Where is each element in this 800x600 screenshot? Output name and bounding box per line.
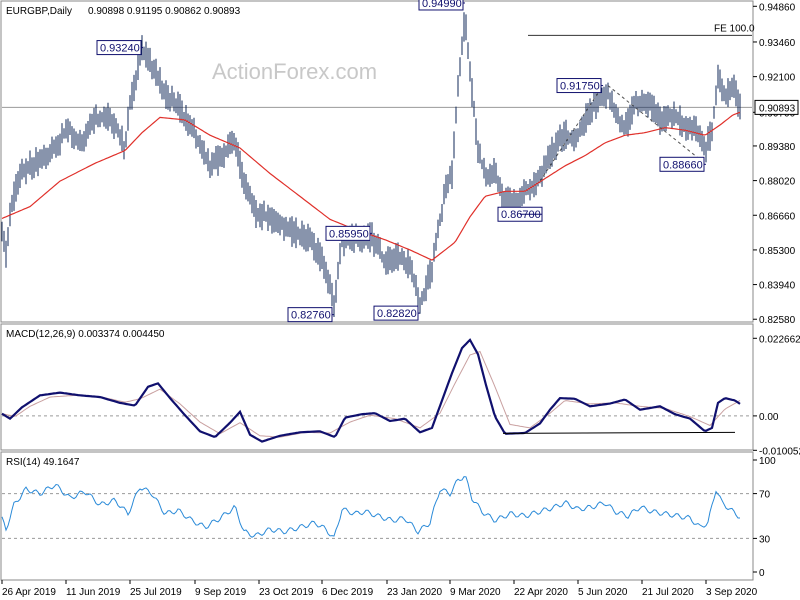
price-callout-label: 0.94990 [422, 0, 462, 10]
price-y-tick-label: 0.85300 [759, 246, 796, 257]
x-tick-label: 21 Jul 2020 [642, 587, 694, 598]
macd-line [1, 338, 741, 443]
price-callout-label: 0.82760 [291, 310, 331, 322]
rsi-y-tick-label: 70 [759, 490, 771, 501]
price-ohlc-values: 0.90898 0.91195 0.90862 0.90893 [88, 6, 241, 17]
price-pane-frame [0, 0, 754, 323]
rsi-line [1, 476, 740, 538]
price-annotations: 0.90893 0.93240 0.94990 0.91750 0.85950 0.867… [96, 0, 799, 323]
macd-plot [1, 338, 752, 443]
price-chart-title: EURGBP,Daily [6, 6, 72, 17]
price-callout-label: 0.91750 [560, 81, 600, 93]
macd-signal-line [1, 350, 741, 438]
price-title: EURGBP,Daily 0.90898 0.91195 0.90862 0.9… [6, 6, 241, 17]
x-axis: 26 Apr 2019 11 Jun 2019 25 Jul 2019 9 Sep 2… [1, 580, 758, 598]
x-tick-label: 26 Apr 2019 [2, 587, 56, 598]
x-tick-label: 6 Dec 2019 [322, 587, 374, 598]
macd-pane-frame [0, 323, 754, 451]
last-price-box [754, 99, 799, 115]
rsi-y-tick-label: 100 [759, 456, 776, 467]
price-callout-label: 0.85950 [329, 228, 369, 240]
last-price-label: 0.90893 [759, 103, 796, 114]
fe-100-label: FE 100.0 [714, 23, 755, 34]
macd-y-tick-label: -0.010052 [759, 446, 800, 457]
x-tick-label: 11 Jun 2019 [66, 587, 121, 598]
x-tick-label: 3 Sep 2020 [706, 587, 758, 598]
price-y-tick-label: 0.86660 [759, 211, 796, 222]
x-tick-label: 23 Oct 2019 [259, 587, 314, 598]
rsi-pane-frame [0, 451, 754, 581]
price-callout-label: 0.93240 [100, 43, 140, 55]
trend-line [539, 85, 604, 182]
x-tick-label: 9 Mar 2020 [450, 587, 501, 598]
price-y-axis: 0.948600.934600.921000.907000.893800.880… [753, 2, 796, 326]
price-callout-label: 0.86700 [501, 209, 541, 221]
macd-y-tick-label: 0.022662 [759, 334, 800, 345]
price-y-tick-label: 0.88020 [759, 177, 796, 188]
macd-title: MACD(12,26,9) 0.003374 0.004450 [6, 329, 165, 340]
macd-y-axis: 0.022662 0.00 -0.010052 [753, 334, 800, 457]
rsi-title: RSI(14) 49.1647 [6, 457, 80, 468]
watermark: ActionForex.com [212, 59, 377, 84]
rsi-y-tick-label: 0 [759, 568, 765, 579]
x-tick-label: 22 Apr 2020 [514, 587, 568, 598]
price-y-tick-label: 0.83940 [759, 281, 796, 292]
x-tick-label: 23 Jan 2020 [387, 587, 442, 598]
price-y-tick-label: 0.93460 [759, 38, 796, 49]
x-tick-label: 25 Jul 2019 [130, 587, 182, 598]
price-plot: FE 100.0 [1, 12, 755, 318]
x-tick-label: 9 Sep 2019 [195, 587, 247, 598]
rsi-y-tick-label: 30 [759, 534, 771, 545]
price-callout-label: 0.88660 [663, 159, 703, 171]
price-y-tick-label: 0.92100 [759, 73, 796, 84]
price-callout-label: 0.82820 [377, 308, 417, 320]
macd-y-tick-label: 0.00 [759, 412, 779, 423]
rsi-y-axis: 100 70 30 0 [753, 456, 776, 579]
price-y-tick-label: 0.82580 [759, 315, 796, 326]
price-y-tick-label: 0.94860 [759, 2, 796, 13]
macd-trend-line [502, 431, 736, 434]
price-y-tick-label: 0.89380 [759, 142, 796, 153]
sma-line [1, 111, 741, 261]
rsi-plot [1, 476, 752, 539]
x-tick-label: 5 Jun 2020 [578, 587, 628, 598]
trend-line [607, 85, 707, 165]
